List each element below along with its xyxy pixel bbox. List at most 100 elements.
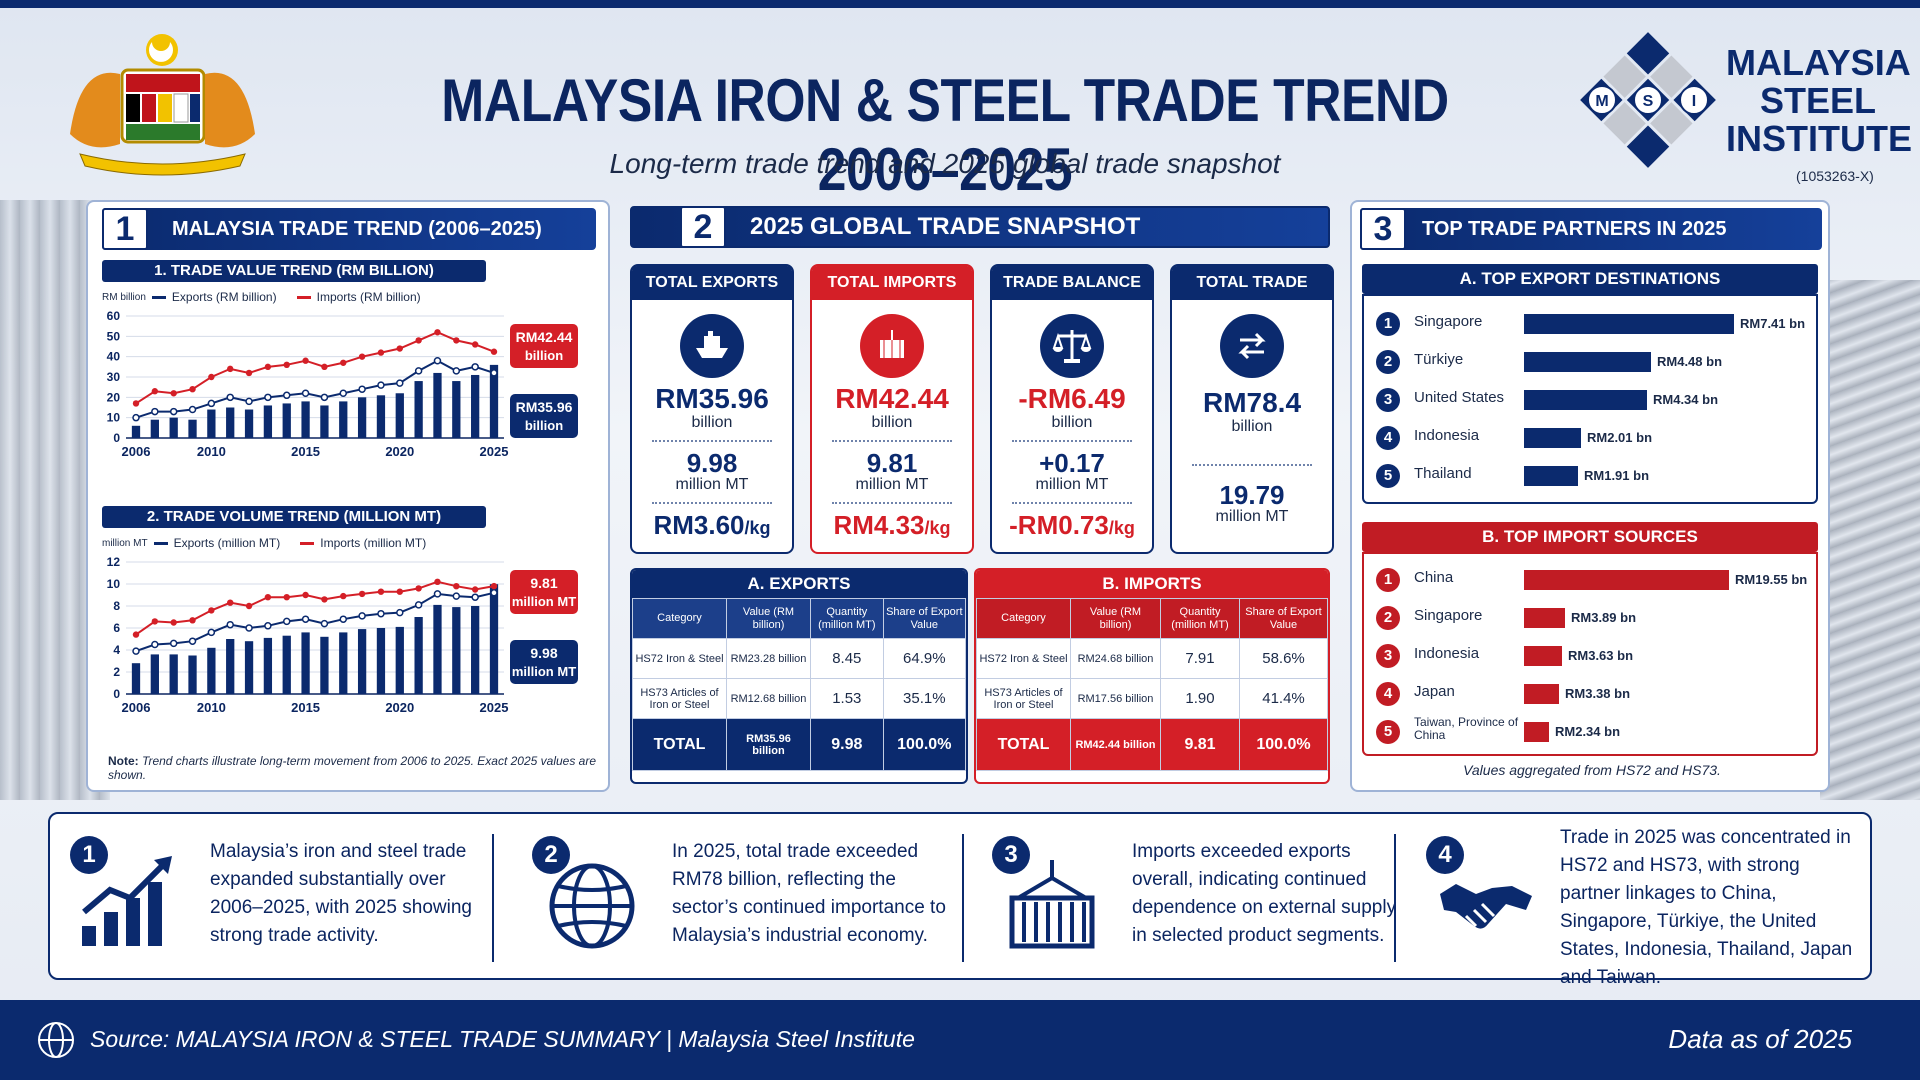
card-divider: [1192, 464, 1312, 466]
export-bar: [282, 403, 291, 438]
card-value-tertiary: -RM0.73/kg: [992, 512, 1152, 539]
exports-point: [169, 407, 178, 416]
table-cell: 9.98: [810, 718, 884, 771]
partner-bar: [1524, 608, 1565, 628]
card-divider: [832, 502, 952, 504]
table-cell: 7.91: [1159, 638, 1241, 679]
exports-point: [490, 369, 498, 377]
org-name-line: INSTITUTE: [1726, 118, 1912, 159]
table-row: HS72 Iron & Steel RM23.28 billion 8.45 6…: [632, 638, 966, 679]
total-imports-card: TOTAL IMPORTS RM42.44 billion 9.81 milli…: [810, 264, 974, 554]
imports-point: [264, 363, 272, 371]
exports-point: [396, 379, 404, 387]
table-cell: 1.53: [810, 678, 884, 719]
imports-point: [321, 363, 328, 371]
card-divider: [1012, 502, 1132, 504]
card-value-primary: -RM6.49: [1018, 383, 1126, 414]
coat-of-arms-icon: [70, 34, 255, 176]
imports-callout-box: [510, 570, 578, 614]
partner-name: Japan: [1414, 683, 1455, 700]
card-divider: [1012, 440, 1132, 442]
y-tick-label: 0: [113, 431, 120, 445]
card-unit: million MT: [855, 476, 929, 493]
y-tick-label: 6: [113, 621, 120, 635]
exports-point: [188, 405, 197, 414]
exports-callout-text: RM35.96: [516, 399, 573, 415]
card-label: TRADE BALANCE: [992, 266, 1152, 300]
partner-rank: 5: [1376, 464, 1400, 488]
imports-legend-swatch: [300, 541, 315, 545]
card-unit: /kg: [924, 518, 951, 538]
exports-point: [226, 393, 234, 402]
insight-item: 2 In 2025, total trade exceeded RM78 bil…: [512, 814, 952, 982]
table-total-row: TOTAL RM42.44 billion 9.81 100.0%: [976, 718, 1328, 771]
insight-divider: [492, 834, 494, 962]
imports-point: [415, 337, 422, 344]
card-label: TOTAL IMPORTS: [812, 266, 972, 300]
export-bar: [452, 607, 461, 694]
partner-value: RM3.38 bn: [1565, 686, 1631, 701]
partner-value: RM3.89 bn: [1571, 610, 1637, 625]
insight-number: 4: [1426, 836, 1464, 874]
export-bar: [207, 409, 216, 438]
exports-point: [320, 619, 329, 628]
exports-legend-label: Exports (RM billion): [171, 290, 277, 304]
exports-point: [414, 601, 423, 609]
card-divider: [832, 440, 952, 442]
table-cell: RM24.68 billion: [1070, 638, 1161, 679]
table-header: Category: [632, 598, 727, 639]
exports-point: [188, 637, 197, 645]
y-tick-label: 20: [107, 390, 121, 404]
header: MALAYSIA IRON & STEEL TRADE TREND 2006–2…: [0, 8, 1920, 203]
org-name-line: STEEL: [1760, 80, 1877, 121]
table-cell: HS73 Articles of Iron or Steel: [976, 678, 1071, 719]
partner-name: Indonesia: [1414, 427, 1480, 444]
table-total-row: TOTAL RM35.96 billion 9.98 100.0%: [632, 718, 966, 771]
export-bar: [263, 405, 273, 438]
partner-bar: [1524, 390, 1647, 410]
partner-row: 1 China RM19.55 bn: [1364, 560, 1816, 598]
imports-point: [396, 588, 403, 595]
top-bar: [0, 0, 1920, 8]
imports-point: [170, 390, 177, 397]
imports-table: B. IMPORTS Category Value (RM billion) Q…: [974, 568, 1330, 784]
x-tick-label: 2025: [480, 700, 509, 715]
exports-table-title: A. EXPORTS: [632, 570, 966, 598]
exports-callout: RM35.96 billion: [510, 394, 578, 438]
imports-line: [135, 331, 495, 405]
partner-row: 1 Singapore RM7.41 bn: [1364, 304, 1816, 342]
partner-rank: 1: [1376, 312, 1400, 336]
x-tick-label: 2010: [197, 700, 226, 715]
imports-point: [245, 369, 253, 377]
panel-number: 1: [102, 208, 148, 250]
y-tick-label: 12: [107, 555, 121, 569]
card-unit: /kg: [1108, 518, 1135, 538]
msi-logo-icon: M S I: [1580, 32, 1716, 168]
partner-row: 4 Indonesia RM2.01 bn: [1364, 418, 1816, 456]
imports-point: [471, 341, 479, 348]
globe-icon: [549, 863, 635, 949]
partner-name: Thailand: [1414, 465, 1472, 482]
partner-rank: 4: [1376, 426, 1400, 450]
growth-chart-icon: [82, 856, 172, 946]
container-icon: [1009, 860, 1095, 949]
export-bar: [226, 639, 235, 694]
volume-chart-title: 2. TRADE VOLUME TREND (MILLION MT): [102, 506, 486, 528]
export-bar: [433, 604, 442, 694]
imports-point: [264, 594, 272, 601]
imports-point: [208, 607, 215, 614]
partner-value: RM3.63 bn: [1568, 648, 1634, 663]
exports-point: [151, 407, 159, 416]
exports-point: [301, 615, 310, 623]
partner-value: RM1.91 bn: [1584, 468, 1650, 483]
volume-trend-chart: 0 2 4 6 8 10 12 2006 2010 2015 2020 2025 9.81 million…: [107, 555, 578, 715]
snapshot-panel: 2 2025 GLOBAL TRADE SNAPSHOT TOTAL EXPOR…: [624, 200, 1336, 792]
exports-point: [358, 385, 366, 393]
exports-point: [207, 399, 216, 408]
exports-point: [358, 612, 366, 620]
table-cell: RM23.28 billion: [726, 638, 811, 679]
imports-callout-text: billion: [525, 348, 563, 363]
value-chart-unit: RM billion: [102, 291, 146, 303]
partners-panel: 3 TOP TRADE PARTNERS IN 2025 A. TOP EXPO…: [1350, 200, 1830, 792]
container-icon: [860, 314, 924, 378]
